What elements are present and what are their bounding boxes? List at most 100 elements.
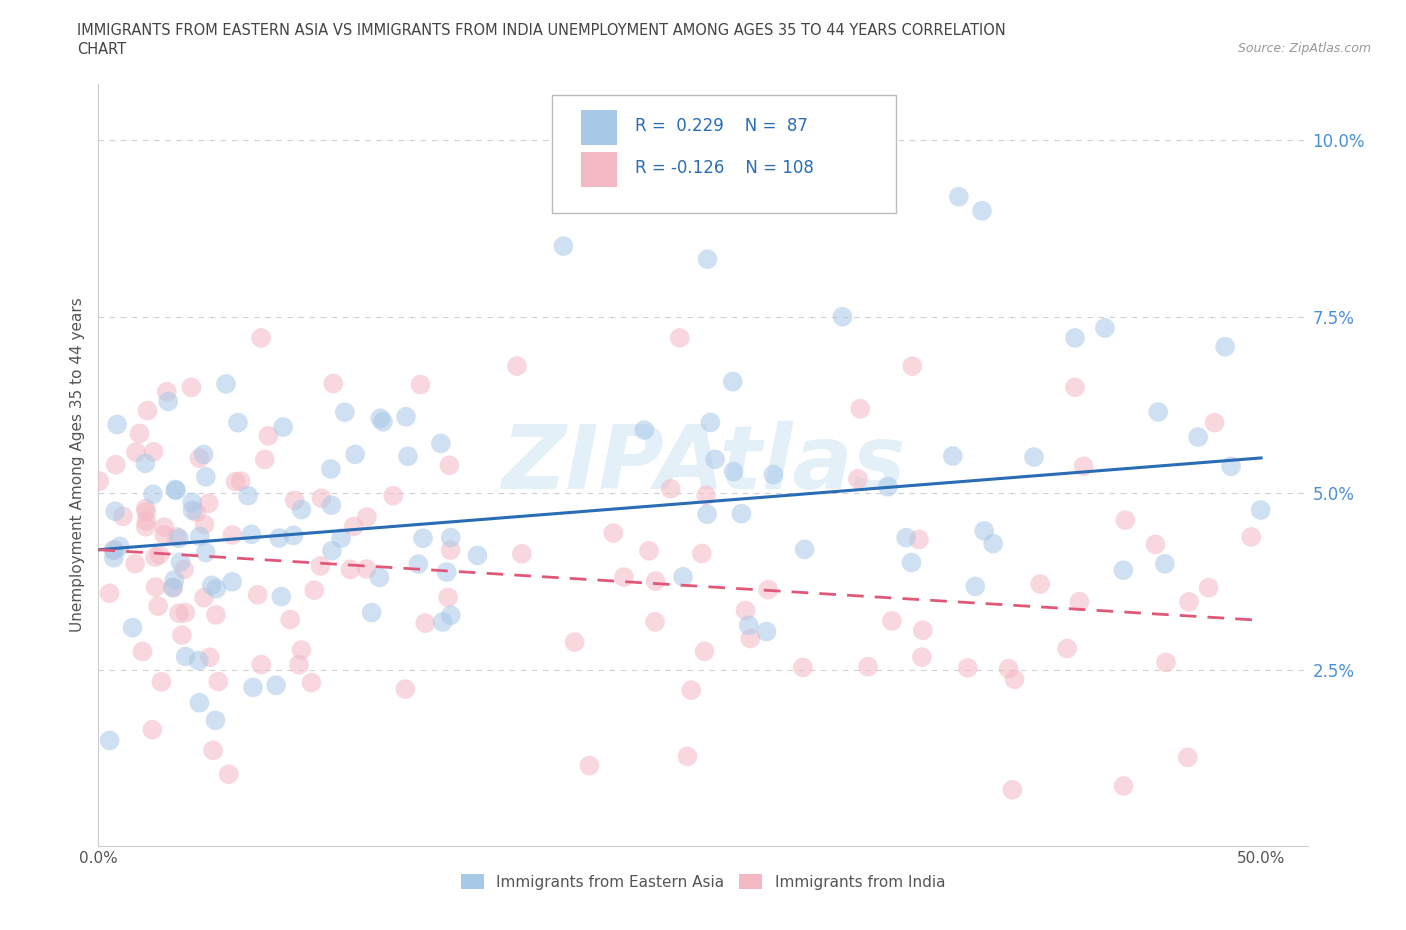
Point: [143, 550, 166, 565]
Point: [153, 527, 176, 542]
Point: [1112, 563, 1135, 578]
Point: [1213, 339, 1236, 354]
Point: [942, 448, 965, 463]
Point: [956, 660, 979, 675]
Point: [142, 486, 165, 501]
Point: [207, 674, 229, 689]
Point: [908, 532, 931, 547]
Point: [169, 554, 191, 569]
Point: [170, 628, 193, 643]
Point: [432, 615, 454, 630]
Point: [174, 605, 197, 620]
Point: [135, 504, 157, 519]
Point: [246, 588, 269, 603]
Point: [321, 543, 343, 558]
Point: [981, 537, 1004, 551]
Text: R = -0.126    N = 108: R = -0.126 N = 108: [636, 159, 814, 177]
Point: [997, 661, 1019, 676]
Point: [288, 658, 311, 672]
Point: [174, 649, 197, 664]
Point: [690, 546, 713, 561]
Text: ZIPAtlas: ZIPAtlas: [501, 421, 905, 509]
Point: [319, 461, 342, 476]
Y-axis label: Unemployment Among Ages 35 to 44 years: Unemployment Among Ages 35 to 44 years: [69, 298, 84, 632]
Point: [103, 551, 125, 565]
Point: [1204, 415, 1226, 430]
Point: [197, 496, 219, 511]
Point: [506, 359, 529, 374]
Point: [1022, 449, 1045, 464]
FancyBboxPatch shape: [581, 111, 617, 145]
Point: [124, 556, 146, 571]
Point: [1004, 672, 1026, 687]
Point: [973, 524, 995, 538]
Point: [900, 555, 922, 570]
Point: [250, 658, 273, 672]
Point: [344, 447, 367, 462]
Point: [695, 488, 717, 503]
Point: [205, 607, 228, 622]
Point: [194, 470, 217, 485]
Point: [221, 575, 243, 590]
Point: [284, 493, 307, 508]
Point: [693, 644, 716, 658]
Point: [135, 501, 157, 516]
Point: [142, 445, 165, 459]
Point: [553, 239, 575, 254]
Point: [242, 680, 264, 695]
Point: [111, 509, 134, 524]
Point: [1094, 321, 1116, 336]
Point: [205, 581, 228, 596]
Point: [229, 473, 252, 488]
Point: [121, 620, 143, 635]
Point: [215, 377, 238, 392]
Point: [356, 562, 378, 577]
Point: [1064, 330, 1087, 345]
Point: [188, 696, 211, 711]
Point: [290, 643, 312, 658]
Point: [163, 572, 186, 587]
Point: [730, 506, 752, 521]
Point: [181, 503, 204, 518]
Point: [167, 606, 190, 621]
Point: [762, 467, 785, 482]
Point: [193, 517, 215, 532]
Point: [157, 394, 180, 409]
Point: [436, 565, 458, 579]
Point: [696, 507, 718, 522]
Point: [371, 415, 394, 430]
Point: [1069, 594, 1091, 609]
Point: [676, 749, 699, 764]
Point: [180, 379, 202, 394]
Point: [271, 419, 294, 434]
Point: [965, 579, 987, 594]
Point: [368, 411, 391, 426]
Point: [330, 531, 353, 546]
Point: [103, 543, 125, 558]
Point: [181, 495, 204, 510]
Point: [439, 542, 461, 557]
Point: [412, 531, 434, 546]
Point: [1144, 537, 1167, 551]
Point: [162, 580, 184, 595]
Point: [131, 644, 153, 658]
Point: [1073, 458, 1095, 473]
Point: [564, 634, 586, 649]
Point: [755, 624, 778, 639]
Point: [1147, 405, 1170, 419]
Point: [135, 519, 157, 534]
Point: [1198, 580, 1220, 595]
Point: [1177, 750, 1199, 764]
Point: [253, 452, 276, 467]
Point: [89, 473, 111, 488]
Point: [672, 569, 695, 584]
Point: [911, 623, 934, 638]
Point: [188, 451, 211, 466]
Point: [188, 529, 211, 544]
Legend: Immigrants from Eastern Asia, Immigrants from India: Immigrants from Eastern Asia, Immigrants…: [454, 868, 952, 896]
Point: [311, 491, 333, 506]
Point: [633, 422, 655, 437]
Point: [257, 429, 280, 444]
Point: [198, 650, 221, 665]
Point: [602, 525, 624, 540]
